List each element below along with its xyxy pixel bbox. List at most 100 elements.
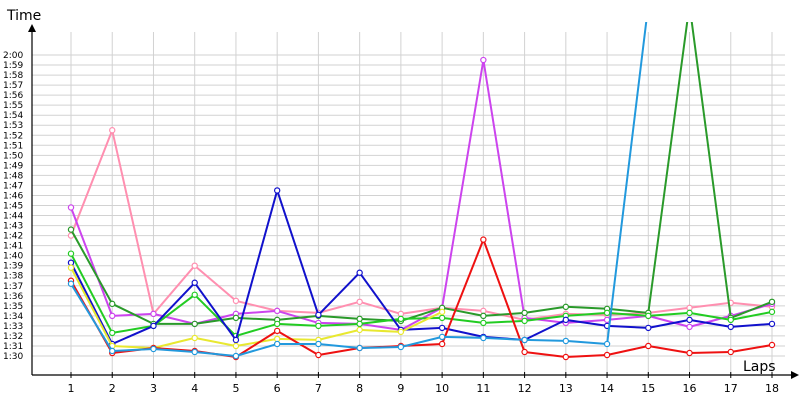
data-point [562,353,570,361]
data-point [480,236,487,243]
data-point [397,315,405,323]
data-point [273,307,281,315]
y-tick-label: 1:36 [3,292,23,302]
data-point [67,204,75,211]
data-point [727,316,734,324]
x-axis-arrow [791,371,799,379]
data-point [191,279,198,286]
data-point [768,298,776,306]
y-tick-label: 1:38 [3,272,23,282]
y-tick-label: 1:35 [3,302,23,312]
x-tick-label: 9 [397,382,404,395]
series-line [70,238,773,358]
data-point [273,187,281,194]
data-point [273,340,281,348]
x-tick-label: 14 [600,382,614,395]
data-point [686,323,693,331]
y-tick-label: 1:58 [3,71,23,81]
y-tick-label: 1:53 [3,121,23,131]
x-tick-label: 15 [641,382,655,395]
y-tick-label: 1:59 [3,61,23,71]
data-point [356,344,363,352]
y-tick-label: 1:43 [3,222,23,232]
data-point [645,324,652,332]
y-tick-label: 1:40 [3,252,23,262]
y-tick-label: 1:51 [3,141,23,151]
data-point [109,312,116,320]
data-point [727,348,734,356]
data-point [603,351,611,359]
series-2 [67,56,776,334]
data-point [562,337,570,345]
data-point [438,324,446,332]
x-tick-label: 11 [476,382,490,395]
data-point [521,309,528,317]
x-tick-label: 7 [315,382,322,395]
x-tick-label: 10 [435,382,449,395]
x-tick-label: 12 [518,382,532,395]
y-tick-label: 1:50 [3,151,23,161]
y-tick-label: 1:39 [3,262,23,272]
data-point [356,298,363,306]
data-point [67,226,75,233]
series-lines [67,22,776,361]
x-tick-label: 4 [191,382,198,395]
x-tick-label: 5 [232,382,239,395]
data-point [191,291,198,298]
y-tick-label: 1:41 [3,242,23,252]
data-point [67,264,75,271]
data-point [356,269,363,276]
series-line [70,22,773,325]
y-tick-label: 1:37 [3,282,23,292]
data-point [480,56,487,64]
y-tick-label: 1:49 [3,161,23,171]
data-point [191,320,198,328]
data-point [191,334,198,342]
data-point [686,316,693,324]
x-tick-label: 13 [559,382,573,395]
data-point [521,336,528,344]
data-point [397,328,405,336]
series-8 [67,22,648,360]
data-point [438,308,446,316]
series-line [70,189,773,345]
x-tick-label: 2 [109,382,116,395]
y-tick-label: 1:47 [3,181,23,191]
y-tick-label: 1:54 [3,111,23,121]
data-point [727,323,734,331]
data-point [232,297,240,305]
data-point [768,320,776,328]
data-point [603,340,611,348]
y-tick-label: 1:33 [3,322,23,332]
data-point [315,322,322,330]
x-tick-label: 3 [150,382,157,395]
data-point [562,316,570,324]
series-line [70,129,773,321]
data-point [562,303,570,311]
data-point [191,348,198,356]
y-tick-label: 1:46 [3,191,23,201]
y-tick-label: 1:44 [3,212,23,222]
series-5 [67,187,776,348]
x-tick-label: 17 [724,382,738,395]
data-point [232,352,240,360]
data-point [232,342,240,350]
data-point [397,343,405,351]
data-point [521,348,528,356]
y-axis-title: Time [6,8,41,24]
data-point [480,312,487,320]
data-point [521,317,528,325]
data-point [438,314,446,322]
data-point [150,345,157,353]
y-tick-label: 1:34 [3,312,23,322]
data-point [273,320,281,328]
y-tick-label: 1:45 [3,202,23,212]
series-line [70,267,443,349]
data-point [356,326,363,334]
data-point [438,333,446,341]
y-tick-label: 2:00 [3,51,23,61]
data-point [686,349,693,357]
data-point [315,311,322,319]
y-axis-arrow [28,24,36,32]
